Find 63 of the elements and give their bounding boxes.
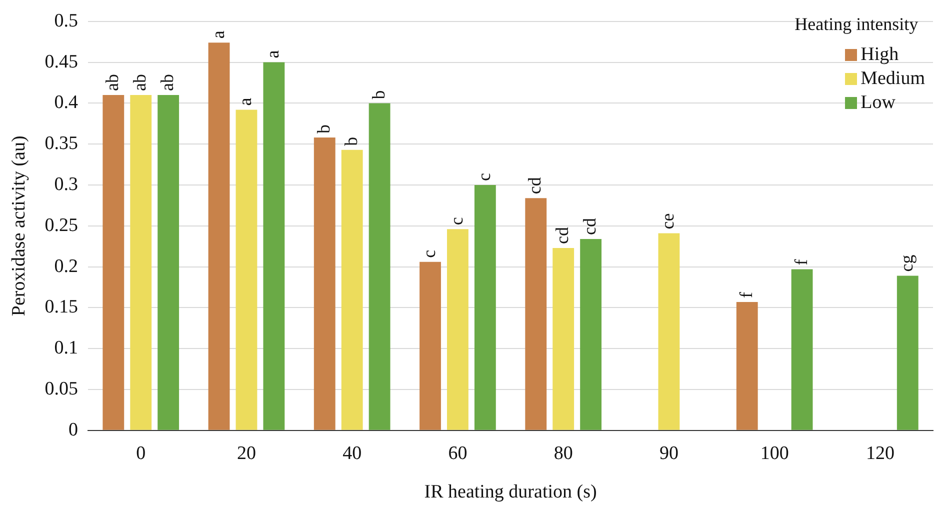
x-tick-label: 60 bbox=[448, 442, 468, 464]
x-axis-title: IR heating duration (s) bbox=[424, 482, 597, 503]
y-tick-label: 0.1 bbox=[54, 338, 78, 359]
y-tick-label: 0.5 bbox=[54, 10, 78, 32]
bar bbox=[658, 233, 680, 430]
bar bbox=[447, 229, 468, 430]
bar bbox=[263, 62, 285, 430]
data-label: a bbox=[208, 30, 228, 39]
data-label: ab bbox=[130, 74, 150, 92]
bar bbox=[552, 248, 574, 430]
y-tick-label: 0.35 bbox=[44, 133, 78, 154]
x-tick-label: 20 bbox=[236, 442, 256, 464]
bar bbox=[314, 138, 336, 430]
data-label: ce bbox=[658, 213, 678, 230]
bar bbox=[791, 269, 813, 430]
y-tick-label: 0.2 bbox=[54, 256, 78, 277]
legend-label: High bbox=[860, 43, 899, 67]
data-label: ab bbox=[157, 74, 178, 92]
data-label: f bbox=[790, 259, 811, 266]
data-label: b bbox=[368, 90, 388, 100]
bar bbox=[341, 150, 363, 430]
data-label: b bbox=[340, 136, 361, 146]
bar bbox=[208, 42, 230, 430]
data-label: ab bbox=[102, 74, 122, 92]
data-label: cg bbox=[896, 254, 916, 272]
data-label: f bbox=[736, 292, 756, 298]
data-label: cd bbox=[552, 226, 572, 244]
x-tick-label: 100 bbox=[760, 442, 789, 464]
x-tick-label: 80 bbox=[554, 442, 573, 464]
data-label: c bbox=[418, 250, 439, 258]
y-tick-label: 0 bbox=[68, 419, 78, 440]
bar bbox=[236, 110, 258, 430]
data-label: b bbox=[313, 124, 334, 134]
bar bbox=[580, 238, 602, 430]
bar bbox=[158, 95, 180, 430]
y-tick-label: 0.4 bbox=[54, 92, 79, 114]
bar bbox=[420, 262, 441, 430]
bar bbox=[368, 103, 390, 430]
y-tick-label: 0.25 bbox=[44, 214, 78, 236]
x-tick-label: 40 bbox=[342, 442, 362, 464]
data-label: a bbox=[235, 98, 256, 106]
legend-label: Medium bbox=[860, 67, 925, 91]
bar bbox=[474, 185, 496, 430]
data-label: c bbox=[474, 173, 494, 181]
bar bbox=[102, 95, 124, 430]
legend-title: Heating intensity bbox=[794, 14, 920, 35]
bar bbox=[736, 302, 758, 430]
legend-label: Low bbox=[860, 91, 896, 115]
y-tick-label: 0.45 bbox=[44, 51, 78, 72]
x-tick-label: 90 bbox=[659, 442, 678, 464]
bar bbox=[130, 95, 152, 430]
y-tick-label: 0.15 bbox=[44, 296, 78, 318]
y-tick-label: 0.3 bbox=[54, 174, 78, 195]
data-label: a bbox=[262, 50, 283, 58]
bar bbox=[896, 276, 918, 430]
y-axis-title: Peroxidase activity (au) bbox=[8, 136, 30, 316]
x-tick-label: 120 bbox=[866, 442, 894, 464]
bar bbox=[525, 198, 547, 430]
data-label: c bbox=[446, 217, 466, 226]
data-label: cd bbox=[524, 177, 545, 194]
data-label: cd bbox=[580, 218, 600, 235]
x-tick-label: 0 bbox=[136, 442, 146, 464]
y-tick-label: 0.05 bbox=[44, 378, 78, 400]
